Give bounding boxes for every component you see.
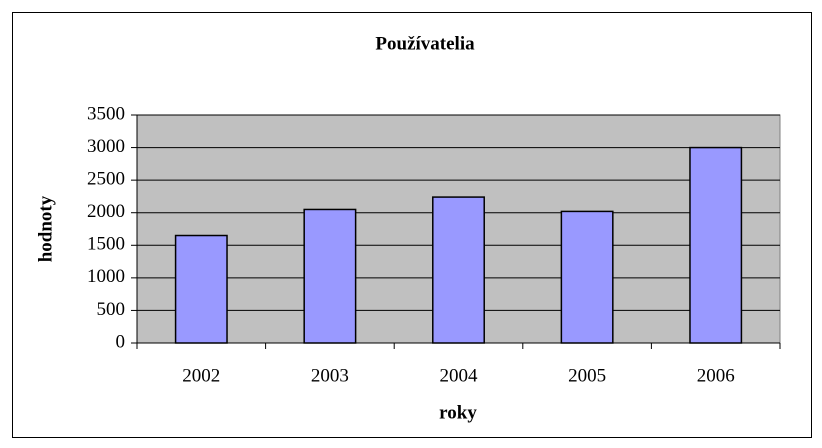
y-tick-label: 2500: [87, 169, 125, 190]
x-axis-title: roky: [439, 402, 477, 423]
y-tick-label: 1500: [87, 234, 125, 255]
y-tick-label: 3000: [87, 136, 125, 157]
bar: [432, 196, 485, 344]
chart-title: Používatelia: [375, 33, 475, 54]
y-tick-label: 3500: [87, 103, 125, 124]
bar: [689, 146, 743, 344]
x-tick-label: 2005: [568, 365, 606, 386]
x-tick-label: 2004: [440, 365, 479, 386]
y-tick-label: 2000: [87, 201, 125, 222]
bar: [560, 210, 614, 344]
bar: [174, 234, 228, 344]
x-tick-label: 2002: [182, 365, 220, 386]
y-tick-label: 0: [116, 331, 126, 352]
y-axis-title: hodnoty: [35, 195, 56, 262]
x-tick-label: 2006: [697, 365, 735, 386]
y-tick-label: 500: [97, 299, 126, 320]
x-tick-label: 2003: [311, 365, 349, 386]
y-tick-label: 1000: [87, 266, 125, 287]
bar: [303, 208, 357, 344]
